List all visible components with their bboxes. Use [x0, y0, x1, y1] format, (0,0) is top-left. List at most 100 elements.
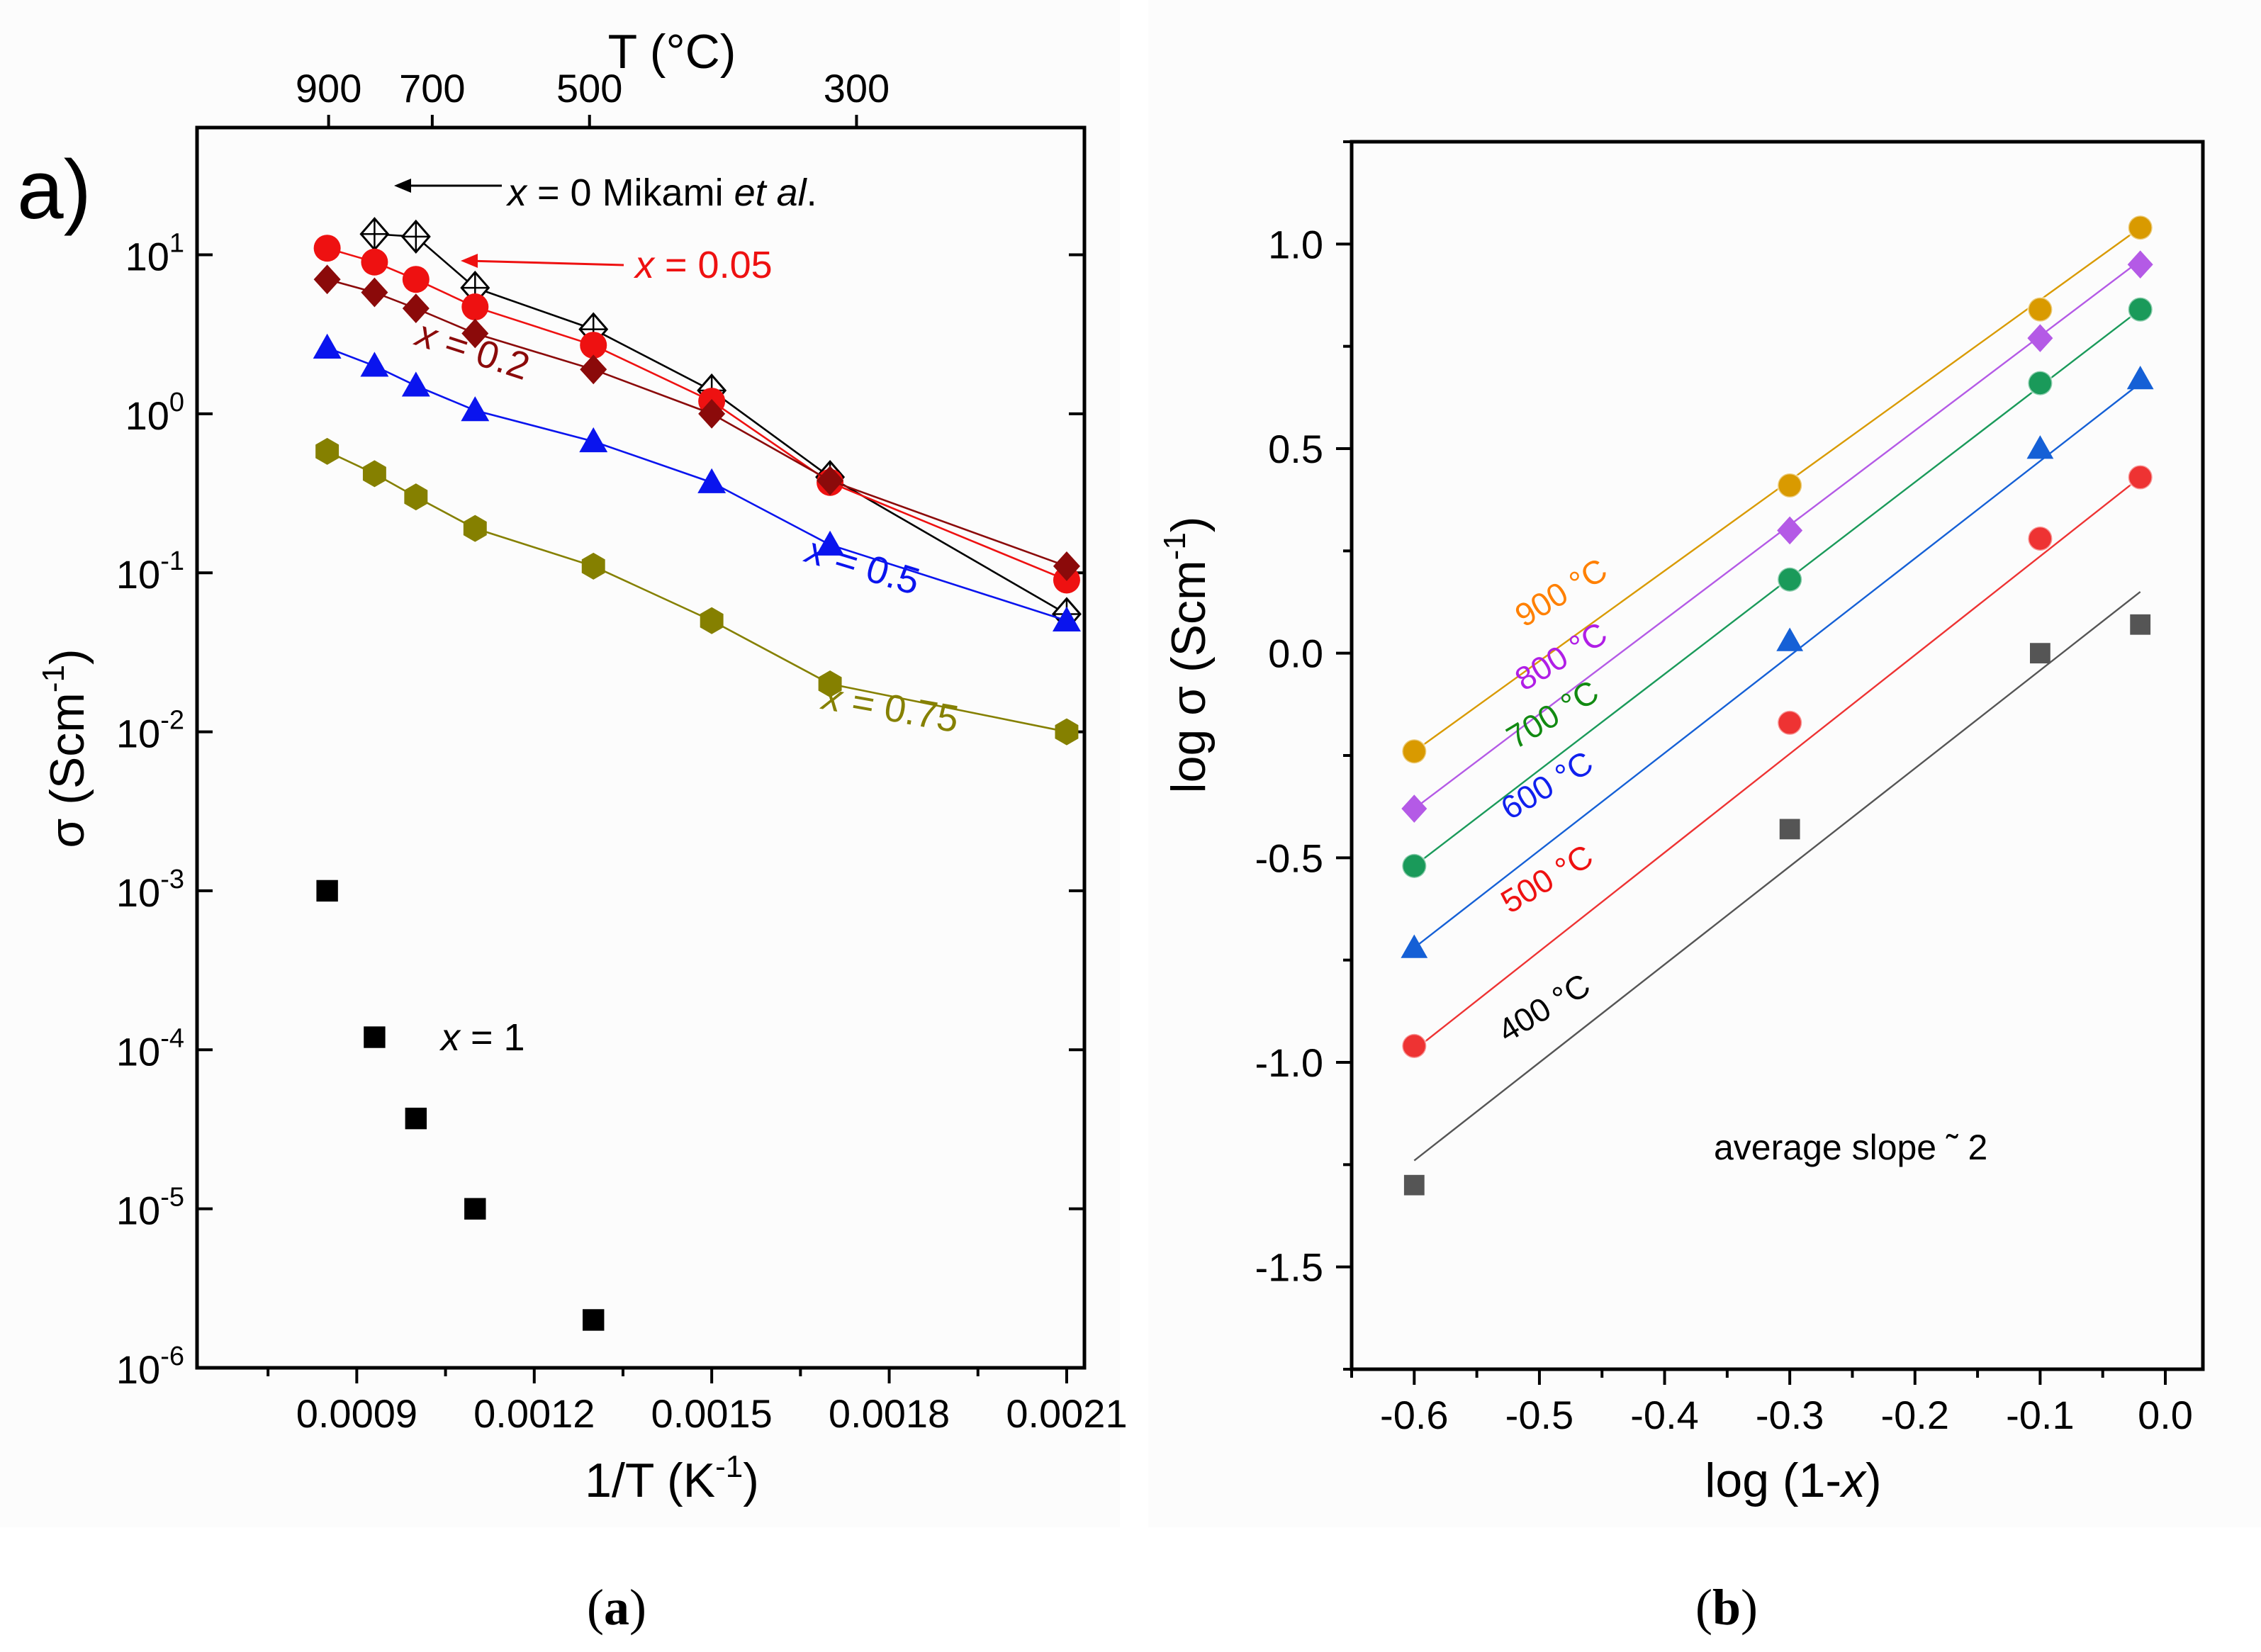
- panel-a-ytick-label-base: 10: [116, 1347, 160, 1392]
- data-point-x-0-2-1: [361, 277, 388, 308]
- panel-a-xtick-label-0: 0.0009: [296, 1391, 417, 1436]
- panel-a-ytick-label-base: 10: [125, 393, 169, 438]
- data-point-x-0-2-5: [698, 398, 726, 429]
- caption-b: (b): [1695, 1579, 1758, 1636]
- panel-a-ytick-label-exp: -1: [160, 546, 184, 576]
- fit-line-700-c: [1413, 308, 2141, 867]
- data-point-x-0-2-0: [313, 264, 341, 295]
- data-point-700-c-2: [2026, 370, 2053, 397]
- data-point-x-0-mikami-et-al-1: [400, 219, 431, 254]
- panel-a-x-axis-title-close: ): [743, 1454, 759, 1507]
- data-point-400-c-2: [2029, 643, 2050, 664]
- panel-a-ytick-label-6: 10-5: [116, 1183, 184, 1233]
- panel-a-y-axis-title-close: ): [40, 648, 94, 665]
- data-point-x-0-5-6: [816, 530, 845, 556]
- panel-b-xtick-label-2: -0.4: [1630, 1393, 1699, 1437]
- data-point-x-1-3: [464, 1198, 486, 1220]
- panel-a-top-axis-title: T (°C): [608, 25, 736, 79]
- annotation-x005-arrow: [467, 259, 624, 266]
- panel-a-top-tick-label-0: 900: [296, 66, 361, 111]
- panel-b-xtick-label-6: 0.0: [2138, 1393, 2193, 1437]
- data-point-x-0-5-3: [461, 396, 490, 422]
- points-600-c: [1401, 365, 2154, 958]
- data-point-x-1-0: [316, 880, 338, 902]
- points-800-c: [1401, 250, 2153, 823]
- series-x-0-5: [313, 333, 1081, 631]
- data-point-600-c-1: [1776, 627, 1804, 651]
- panel-a-ytick-label-exp: -4: [160, 1023, 184, 1053]
- data-point-400-c-1: [1779, 819, 1800, 840]
- fit-group-400-c: [1413, 591, 2141, 1162]
- panel-b-ytick-label-1: 0.5: [1268, 427, 1323, 471]
- panel-a-ytick-label-1: 100: [125, 388, 184, 438]
- panel-a-ytick-label-exp: -6: [160, 1342, 184, 1371]
- panel-a-y-axis-title: σ (Scm-1): [36, 648, 94, 848]
- data-point-500-c-1: [1776, 709, 1803, 736]
- data-point-x-0-5-1: [360, 352, 389, 377]
- annotation-x005-text: = 0.05: [654, 244, 773, 286]
- fit-line-800-c: [1413, 259, 2141, 810]
- caption-a: (a): [587, 1579, 646, 1636]
- panel-a-ytick-label-exp: 0: [169, 388, 184, 417]
- panel-b-y-axis-title-close: ): [1162, 517, 1216, 533]
- data-point-x-0-05-1: [361, 248, 388, 276]
- panel-a-y-axis-title-sup: -1: [36, 665, 71, 692]
- annotation-x0-arrowhead: [394, 179, 411, 193]
- data-point-x-1-1: [364, 1026, 386, 1048]
- panel-a-ytick-label-exp: 1: [169, 228, 184, 258]
- fit-group-600-c: [1413, 382, 2141, 949]
- panel-a-ytick-label-base: 10: [116, 712, 160, 756]
- panel-b-x-axis-title-pre: log (1-: [1705, 1454, 1841, 1507]
- panel-b-background: [1148, 0, 2261, 1527]
- panel-a-ytick-label-5: 10-4: [116, 1023, 184, 1074]
- panel-a-ytick-label-4: 10-3: [116, 865, 184, 915]
- panel-b-x-axis-title-post: ): [1866, 1454, 1882, 1507]
- data-point-500-c-2: [2026, 525, 2053, 552]
- points-500-c: [1401, 463, 2154, 1060]
- points-700-c: [1401, 296, 2154, 880]
- data-point-x-0-2-4: [580, 354, 607, 385]
- data-point-800-c-3: [2127, 250, 2153, 279]
- panel-a-ytick-label-base: 10: [125, 234, 169, 279]
- annotation-x0-text: = 0 Mikami: [527, 172, 734, 214]
- fit-group-700-c: [1413, 308, 2141, 867]
- panel-a-ytick-label-7: 10-6: [116, 1342, 184, 1392]
- panel-a-ytick-label-2: 10-1: [116, 546, 184, 597]
- data-point-x-0-05-3: [461, 293, 489, 321]
- annotation-x0-italic: et al: [734, 172, 808, 214]
- data-point-x-0-5-4: [579, 427, 608, 453]
- panel-a-xtick-label-2: 0.0015: [651, 1391, 773, 1436]
- fit-line-400-c: [1413, 591, 2141, 1162]
- data-point-800-c-1: [1777, 516, 1803, 545]
- annotation-x1: x = 1: [439, 1016, 525, 1059]
- panel-a-top-tick-label-1: 700: [399, 66, 465, 111]
- panel-a-ytick-label-exp: -3: [160, 865, 184, 894]
- data-point-900-c-2: [2026, 296, 2053, 323]
- series-x-0-2: [313, 264, 1080, 581]
- fit-group-500-c: [1413, 476, 2141, 1051]
- data-point-x-0-75-7: [1055, 718, 1079, 746]
- data-point-x-0-05-2: [402, 266, 430, 293]
- panel-a-x-axis-title-main: 1/T (K: [585, 1454, 715, 1507]
- annotation-x005: x = 0.05: [633, 244, 773, 286]
- panel-b-ytick-label-0: 1.0: [1268, 222, 1323, 266]
- series-x-0-75: [315, 437, 1079, 746]
- annotation-x1-var: x: [439, 1016, 461, 1059]
- panel-a-xtick-label-3: 0.0018: [829, 1391, 950, 1436]
- panel-a-background: [0, 0, 1120, 1527]
- data-point-x-0-75-0: [315, 437, 340, 465]
- panel-a: 0.0009 0.0012 0.0015 0.0018 0.002110110010-1…: [17, 25, 1128, 1507]
- panel-a-top-tick-label-3: 300: [824, 66, 890, 111]
- points-400-c: [1403, 614, 2151, 1196]
- data-point-x-0-75-1: [362, 460, 386, 488]
- data-point-x-1-4: [583, 1309, 605, 1331]
- average-slope-annotation: average slope ˜ 2: [1714, 1128, 1987, 1167]
- panel-a-ytick-label-exp: -5: [160, 1183, 184, 1213]
- annotation-x1-text: = 1: [460, 1016, 525, 1059]
- data-point-x-0-05-4: [580, 332, 607, 359]
- data-point-x-0-2-7: [1053, 551, 1080, 581]
- data-point-x-0-05-0: [313, 235, 341, 262]
- data-point-600-c-3: [2126, 365, 2154, 390]
- panel-a-label: a): [17, 143, 91, 237]
